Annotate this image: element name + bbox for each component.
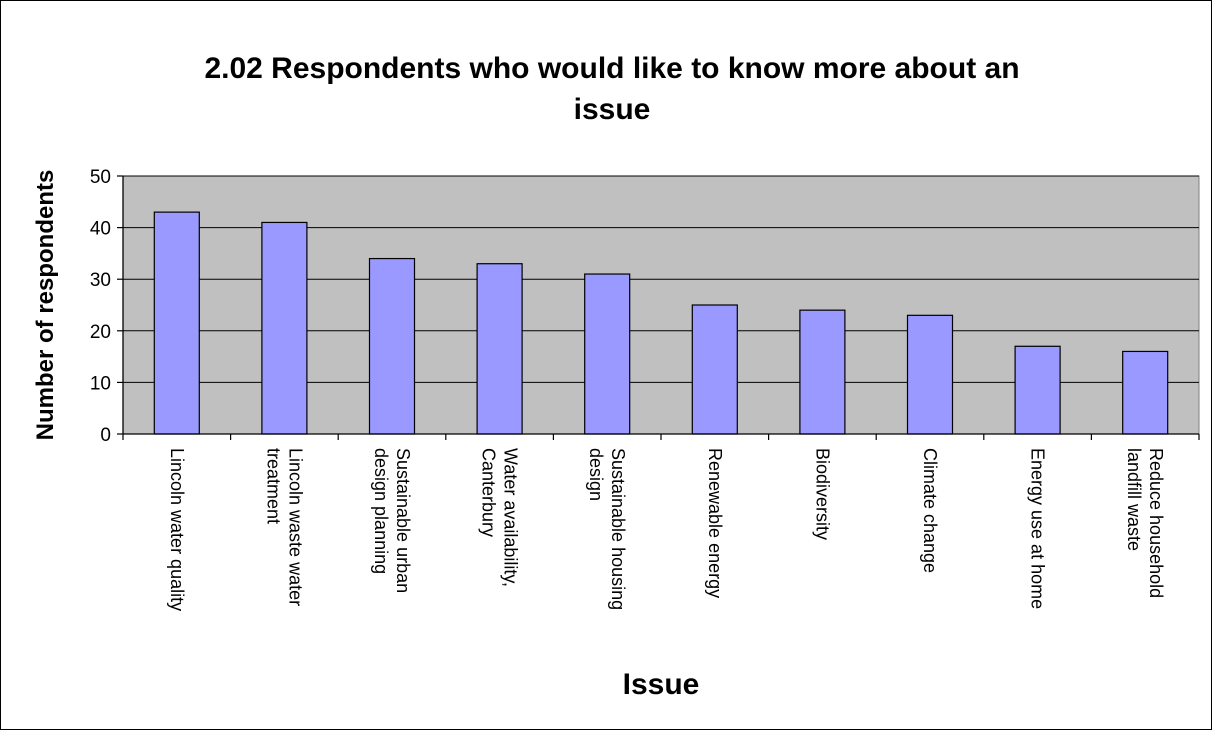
bar (153, 211, 200, 435)
x-category-label-line: Sustainable housing (608, 448, 628, 610)
axes (117, 175, 1200, 440)
x-category-label: Climate change (920, 448, 940, 573)
x-category-label-line: Water availability, (501, 448, 521, 587)
bar (691, 304, 738, 435)
x-category-label: Water availability,Canterbury (479, 448, 521, 587)
y-tick-label: 20 (90, 322, 111, 343)
bar (584, 273, 631, 435)
x-category-label-line: Canterbury (479, 448, 499, 537)
y-tick-label: 30 (90, 270, 111, 291)
chart-title: 2.02 Respondents who would like to know … (204, 52, 1019, 126)
x-category-label: Lincoln water quality (167, 448, 187, 611)
y-tick-label: 50 (90, 167, 111, 188)
y-axis-title: Number of respondents (32, 170, 59, 441)
bar (1122, 350, 1169, 435)
x-category-label-line: design (586, 448, 606, 501)
x-category-label-line: Lincoln water quality (167, 448, 187, 611)
x-category-label-line: landfill waste (1124, 448, 1144, 551)
x-category-label: Biodiversity (812, 448, 832, 540)
bar (476, 263, 523, 435)
bars (153, 211, 1169, 435)
y-tick-label: 0 (100, 425, 111, 446)
x-category-label-line: treatment (263, 448, 283, 524)
y-tick-label: 10 (90, 373, 111, 394)
bar (1014, 345, 1061, 435)
x-category-label-line: Energy use at home (1028, 448, 1048, 609)
bar (368, 257, 416, 435)
x-category-label: Energy use at home (1028, 448, 1048, 609)
x-category-label-line: Climate change (920, 448, 940, 573)
chart-title-line: issue (574, 93, 651, 126)
x-category-labels: Lincoln water quality Lincoln waste water… (167, 448, 1166, 611)
y-tick-label: 40 (90, 219, 111, 240)
bar (906, 314, 954, 435)
x-category-label-line: design planning (371, 448, 391, 574)
x-category-label-line: Biodiversity (812, 448, 832, 540)
chart-title-line: 2.02 Respondents who would like to know … (204, 52, 1019, 85)
x-category-label: Renewable energy (705, 448, 725, 598)
x-category-label-line: Lincoln waste water (285, 448, 305, 606)
x-category-label-line: Renewable energy (705, 448, 725, 598)
x-category-label-line: Sustainable urban (393, 448, 413, 593)
y-tick-labels: 0 10 20 30 40 50 (90, 167, 111, 446)
bar (799, 309, 846, 435)
x-category-label-line: Reduce household (1146, 448, 1166, 598)
x-axis-title: Issue (623, 668, 700, 701)
bar (261, 221, 308, 435)
